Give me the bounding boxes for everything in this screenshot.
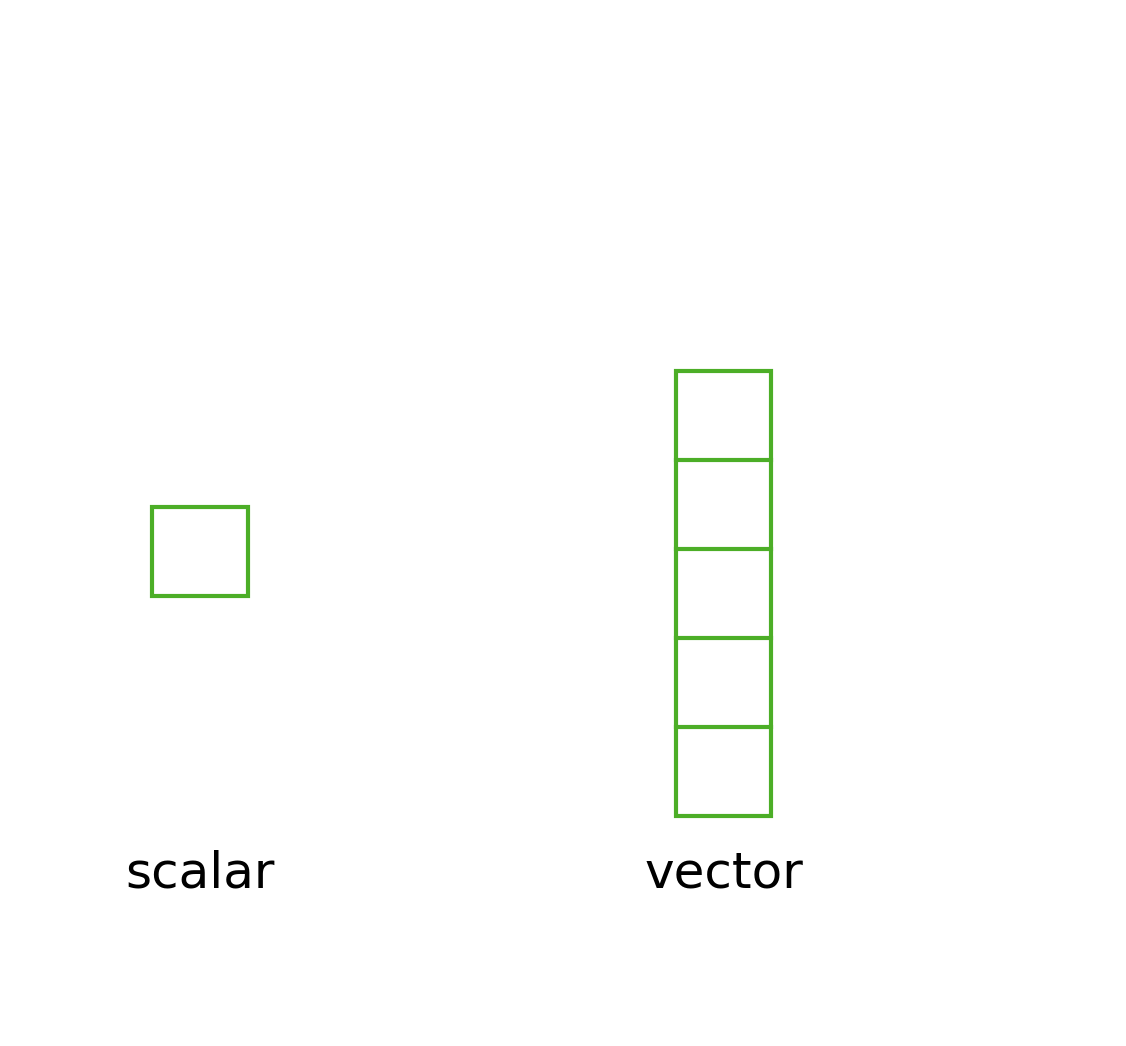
Text: scalar: scalar <box>126 849 275 897</box>
Text: vector: vector <box>644 849 804 897</box>
Bar <box>152 507 248 596</box>
Bar <box>676 371 771 816</box>
